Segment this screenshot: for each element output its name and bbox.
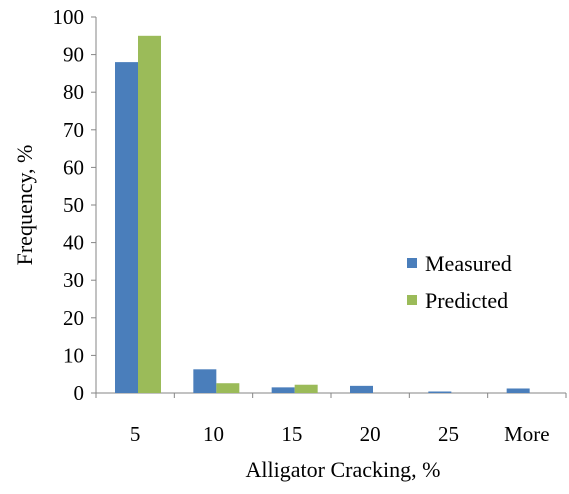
x-tick-label: 10	[203, 422, 224, 446]
y-tick-label: 0	[74, 381, 85, 405]
legend-label-predicted: Predicted	[425, 288, 508, 313]
y-tick-label: 70	[63, 118, 84, 142]
x-tick-label: 5	[130, 422, 141, 446]
y-tick-label: 40	[63, 231, 84, 255]
bar-measured-25	[428, 391, 452, 393]
legend-label-measured: Measured	[425, 251, 512, 276]
bar-predicted-10	[216, 383, 240, 393]
y-tick-label: 10	[63, 343, 84, 367]
legend-swatch-predicted	[407, 295, 417, 305]
x-axis-title: Alligator Cracking, %	[246, 457, 441, 482]
x-tick-label: More	[504, 422, 550, 446]
x-axis-ticks: 5 10 15 20 25 More	[95, 393, 567, 446]
y-tick-label: 20	[63, 306, 84, 330]
legend: Measured Predicted	[407, 251, 512, 313]
y-axis-ticks: 0 10 20 30 40 50 60 70 80 90 100	[53, 5, 96, 405]
bar-measured-15	[271, 387, 295, 393]
bar-measured-10	[193, 369, 217, 393]
y-tick-label: 90	[63, 43, 84, 67]
bar-predicted-5	[138, 35, 161, 394]
legend-swatch-measured	[407, 258, 417, 268]
y-tick-label: 60	[63, 155, 84, 179]
x-tick-label: 15	[281, 422, 302, 446]
y-axis-title: Frequency, %	[12, 145, 37, 266]
y-tick-label: 100	[53, 5, 85, 29]
bar-predicted-15	[294, 384, 318, 393]
x-tick-label: 25	[438, 422, 459, 446]
bar-measured-20	[350, 385, 373, 393]
y-tick-label: 50	[63, 193, 84, 217]
y-tick-label: 30	[63, 268, 84, 292]
bars	[115, 35, 530, 394]
y-tick-label: 80	[63, 80, 84, 104]
x-tick-label: 20	[360, 422, 381, 446]
bar-measured-5	[115, 62, 138, 394]
bar-measured-more	[506, 388, 530, 393]
